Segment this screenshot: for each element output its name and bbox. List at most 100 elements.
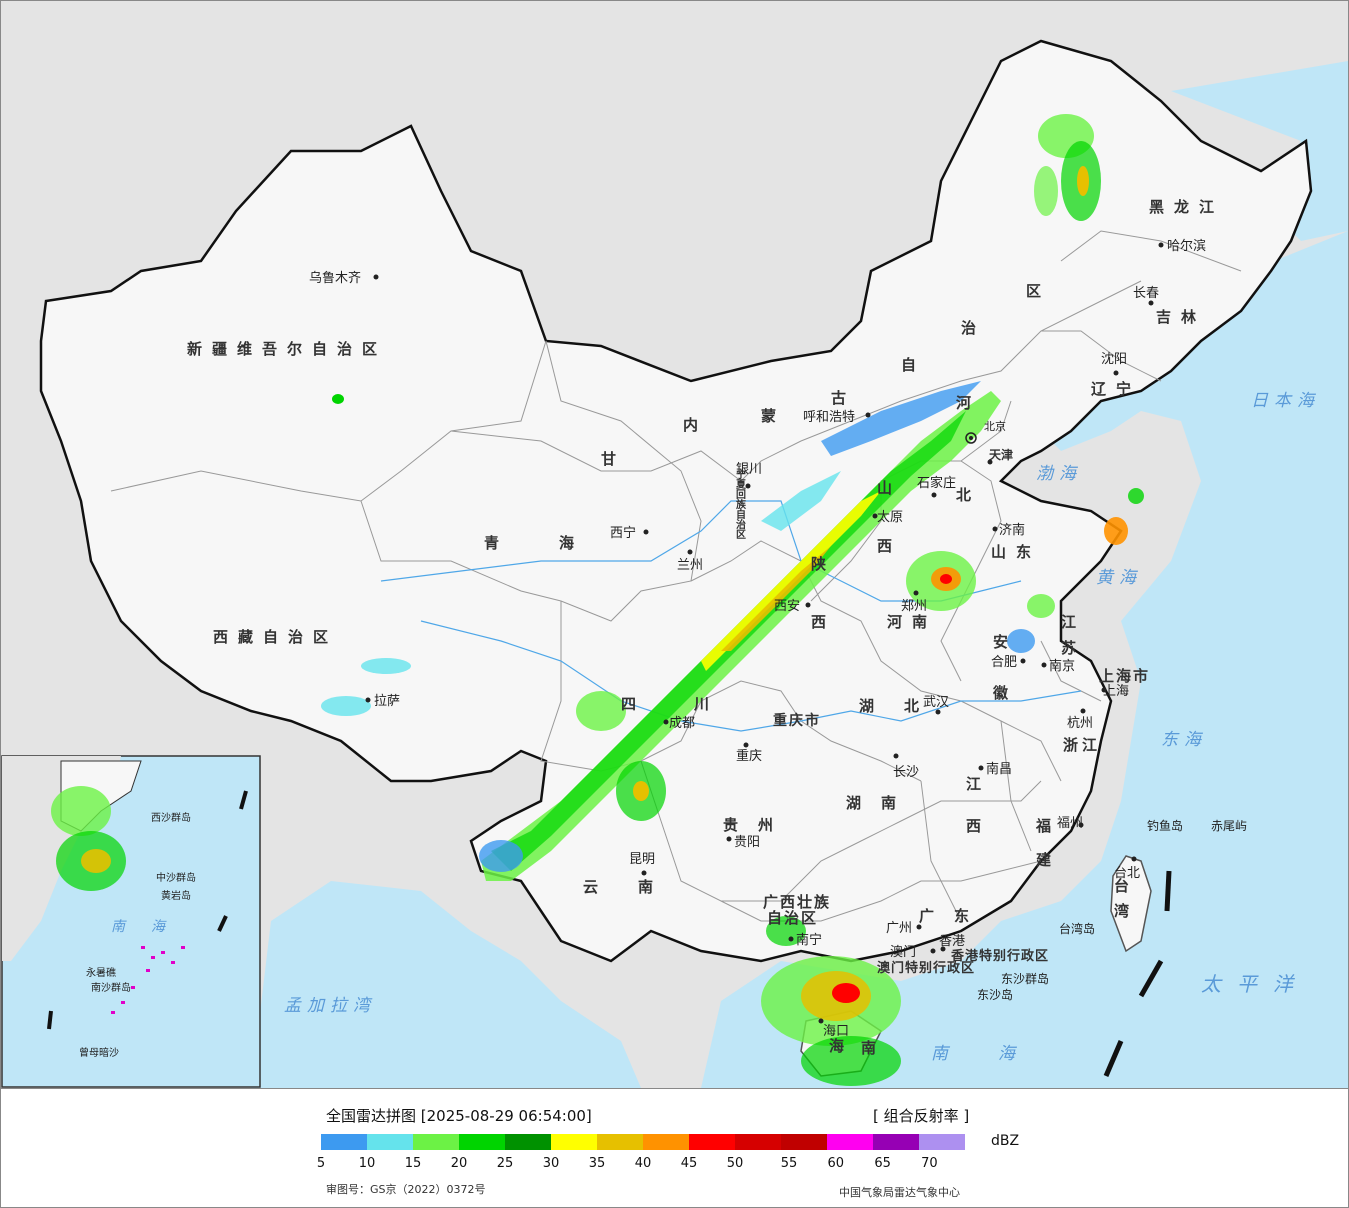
scale-tick-label: 65 xyxy=(874,1156,891,1171)
neimenggu-label-5: 治 xyxy=(961,319,986,337)
city-macau: 澳门 xyxy=(890,944,916,960)
fujian-label-1: 福 xyxy=(1035,817,1061,835)
city-changsha: 长沙 xyxy=(893,765,919,780)
city-hongkong: 香港 xyxy=(939,934,965,949)
color-swatch xyxy=(873,1134,919,1150)
sichuan-label-1: 四 xyxy=(621,695,646,713)
jiangxi-label-2: 西 xyxy=(966,817,991,835)
bay-of-bengal-label: 孟加拉湾 xyxy=(284,996,376,1016)
dongsha-islands-label: 东沙群岛 xyxy=(1001,971,1049,986)
legend-title: 全国雷达拼图 [2025-08-29 06:54:00] xyxy=(326,1107,592,1125)
approval-number: 审图号：GS京（2022）0372号 xyxy=(326,1183,486,1196)
inset-zhongsha: 中沙群岛 xyxy=(156,871,196,884)
color-swatch xyxy=(689,1134,735,1150)
color-swatch xyxy=(827,1134,873,1150)
south-china-sea-inset: 南 海 中沙群岛 西沙群岛 南沙群岛 黄岩岛 曾母暗沙 永暑礁 xyxy=(1,755,261,1088)
city-urumqi: 乌鲁木齐 xyxy=(309,270,361,286)
shaanxi-label-2: 西 xyxy=(811,613,836,631)
color-swatch xyxy=(413,1134,459,1150)
province-borders xyxy=(110,230,1242,922)
color-swatch xyxy=(551,1134,597,1150)
neimenggu-label-3: 古 xyxy=(831,389,856,407)
city-chongqing: 重庆 xyxy=(736,748,762,764)
city-hefei: 合肥 xyxy=(991,655,1017,670)
scale-tick-label: 10 xyxy=(358,1156,376,1171)
scale-tick-label: 45 xyxy=(680,1156,698,1171)
dongsha-island-label: 东沙岛 xyxy=(977,987,1013,1002)
hubei-label: 湖北 xyxy=(859,697,949,715)
ocean-east xyxy=(701,231,1348,1088)
scale-tick-label: 55 xyxy=(780,1156,798,1171)
taiwan-island-label: 台湾岛 xyxy=(1059,921,1095,936)
xinjiang-label: 新疆维吾尔自治区 xyxy=(187,340,387,358)
fujian-label-2: 建 xyxy=(1036,851,1061,869)
city-shijiazhuang: 石家庄 xyxy=(917,475,956,491)
neimenggu-label-1: 内 xyxy=(683,416,708,434)
inset-label-2: 海 xyxy=(151,919,171,935)
sea-of-japan-label: 日本海 xyxy=(1251,391,1320,411)
shanxi-label-2: 西 xyxy=(877,537,902,555)
city-shenyang: 沈阳 xyxy=(1101,352,1127,367)
taiwan-label-2: 湾 xyxy=(1114,902,1139,920)
hainan-label-2: 南 xyxy=(861,1039,886,1057)
guangdong-label: 广东 xyxy=(919,907,989,925)
neimenggu-label-4: 自 xyxy=(901,356,926,374)
city-wuhan: 武汉 xyxy=(923,695,949,710)
city-changchun: 长春 xyxy=(1133,286,1159,301)
color-swatch xyxy=(505,1134,551,1150)
taiwan-label-1: 台 xyxy=(1114,877,1139,895)
chiwei-label: 赤尾屿 xyxy=(1211,819,1247,833)
guangxi-label-2: 自治区 xyxy=(767,909,818,927)
color-swatch xyxy=(321,1134,367,1150)
city-beijing: 北京 xyxy=(984,419,1006,433)
anhui-label-2: 徽 xyxy=(992,684,1018,702)
shanxi-label-1: 山 xyxy=(877,479,902,497)
inset-huangyan: 黄岩岛 xyxy=(161,889,191,902)
liaoning-label: 辽宁 xyxy=(1091,380,1141,398)
shaanxi-label-1: 陕 xyxy=(811,555,836,573)
city-xining: 西宁 xyxy=(610,525,636,541)
inset-yongshu: 永暑礁 xyxy=(86,966,116,979)
inset-label-1: 南 xyxy=(111,919,131,935)
hongkong-label: 香港特别行政区 xyxy=(950,948,1049,964)
china-radar-map[interactable]: 日本海 渤海 黄海 东海 太平洋 孟加拉湾 南海 新疆维吾尔自治区 西藏自治区 … xyxy=(1,1,1348,1088)
neimenggu-label-2: 蒙 xyxy=(761,407,786,425)
tianjin-label: 天津 xyxy=(989,447,1013,462)
color-swatch xyxy=(919,1134,965,1150)
city-zhengzhou: 郑州 xyxy=(901,599,927,614)
scale-tick-label: 20 xyxy=(450,1156,468,1171)
inset-xisha: 西沙群岛 xyxy=(151,811,191,824)
city-nanning: 南宁 xyxy=(796,932,822,948)
south-china-sea-label: 南海 xyxy=(931,1044,1065,1064)
bohai-label: 渤海 xyxy=(1036,464,1082,484)
city-lhasa: 拉萨 xyxy=(374,694,400,709)
guizhou-label: 贵州 xyxy=(723,816,793,834)
hainan-label-1: 海 xyxy=(829,1037,854,1055)
neimenggu-label-6: 区 xyxy=(1026,282,1051,300)
scale-tick-label: 35 xyxy=(588,1156,606,1171)
shandong-label: 山东 xyxy=(991,543,1041,561)
legend-unit: dBZ xyxy=(991,1133,1020,1149)
bay-of-bengal-water xyxy=(251,881,641,1088)
scale-tick-label: 60 xyxy=(827,1156,845,1171)
chongqing-label: 重庆市 xyxy=(773,712,821,729)
zhejiang-label: 浙江 xyxy=(1063,736,1101,754)
qinghai-label: 青海 xyxy=(484,534,634,552)
east-china-sea-label: 东海 xyxy=(1161,730,1207,750)
city-taipei: 台北 xyxy=(1114,866,1140,881)
city-yinchuan: 银川 xyxy=(736,462,762,477)
inset-zengmu: 曾母暗沙 xyxy=(79,1046,119,1059)
color-swatch xyxy=(459,1134,505,1150)
city-lanzhou: 兰州 xyxy=(677,558,703,573)
heilongjiang-label: 黑龙江 xyxy=(1149,198,1224,216)
ningxia-label: 宁夏回族自治区 xyxy=(734,468,747,539)
inset-nansha: 南沙群岛 xyxy=(91,981,131,994)
legend-panel: 全国雷达拼图 [2025-08-29 06:54:00] [ 组合反射率 ] d… xyxy=(1,1088,1348,1207)
jiangxi-label-1: 江 xyxy=(966,775,991,793)
color-swatch xyxy=(597,1134,643,1150)
hebei-label-2: 北 xyxy=(956,486,981,504)
sichuan-label-2: 川 xyxy=(693,695,719,713)
radar-echoes xyxy=(321,114,1144,1086)
henan-label: 河南 xyxy=(887,613,937,631)
